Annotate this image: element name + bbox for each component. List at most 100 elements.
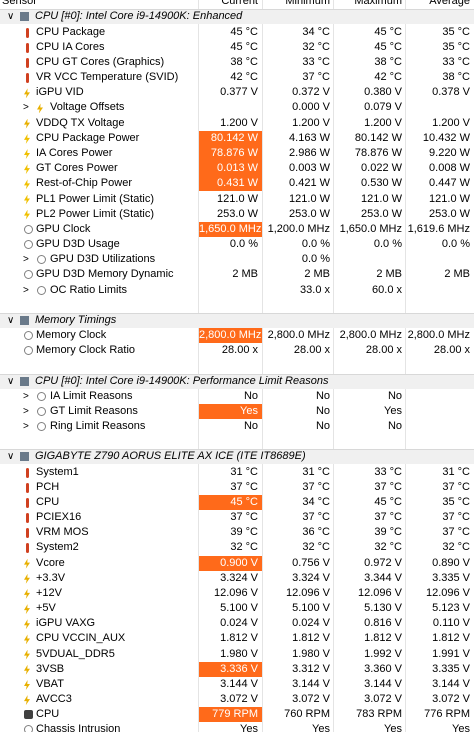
sensor-icon: [24, 558, 30, 569]
header-cell[interactable]: Minimum: [285, 0, 330, 8]
expand-toggle[interactable]: >: [23, 405, 29, 417]
sensor-label[interactable]: PCH: [36, 480, 60, 493]
sensor-label[interactable]: PL2 Power Limit (Static): [36, 207, 154, 220]
sensor-label[interactable]: PL1 Power Limit (Static): [36, 192, 154, 205]
sensor-value: 37 °C: [442, 526, 470, 539]
sensor-value: 31 °C: [442, 465, 470, 478]
sensor-value: 0.110 V: [432, 617, 470, 630]
sensor-value: 45 °C: [374, 495, 402, 508]
header-cell[interactable]: Current: [221, 0, 258, 8]
sensor-label[interactable]: GPU Clock: [36, 222, 91, 235]
sensor-label[interactable]: iGPU VID: [36, 86, 84, 99]
sensor-label[interactable]: System1: [36, 465, 79, 478]
sensor-label[interactable]: GT Limit Reasons: [50, 404, 138, 417]
sensor-label[interactable]: System2: [36, 541, 79, 554]
sensor-label[interactable]: CPU Package: [36, 25, 106, 38]
sensor-value: 0.377 V: [220, 86, 258, 99]
sensor-label[interactable]: PCIEX16: [36, 511, 82, 524]
sensor-label[interactable]: GPU D3D Usage: [36, 238, 120, 251]
column-separator: [198, 0, 199, 732]
sensor-label[interactable]: CPU Package Power: [36, 131, 140, 144]
sensor-icon: [24, 331, 33, 341]
sensor-value: 1,200.0 MHz: [267, 222, 330, 235]
sensor-icon: [26, 497, 29, 508]
sensor-value: 2,800.0 MHz: [267, 329, 330, 342]
sensor-label[interactable]: VRM MOS: [36, 526, 89, 539]
sensor-value: 3.144 V: [292, 677, 330, 690]
sensor-label[interactable]: Chassis Intrusion: [36, 723, 121, 732]
header-cell[interactable]: Average: [429, 0, 470, 8]
sensor-icon: [37, 103, 43, 114]
sensor-label[interactable]: +5V: [36, 602, 56, 615]
sensor-value: 0.022 W: [361, 162, 402, 175]
expand-toggle[interactable]: >: [23, 390, 29, 402]
sensor-value: 1.200 V: [364, 116, 402, 129]
sensor-label[interactable]: Rest-of-Chip Power: [36, 177, 132, 190]
sensor-label[interactable]: GPU D3D Utilizations: [50, 253, 156, 266]
sensor-label[interactable]: Ring Limit Reasons: [50, 420, 146, 433]
sensor-label[interactable]: +3.3V: [36, 571, 66, 584]
sensor-label[interactable]: Memory Clock Ratio: [36, 344, 136, 357]
sensor-icon: [24, 133, 30, 144]
header-cell[interactable]: Sensor: [2, 0, 192, 10]
expand-toggle[interactable]: >: [23, 421, 29, 433]
collapse-toggle[interactable]: ∨: [7, 11, 15, 23]
sensor-label[interactable]: VR VCC Temperature (SVID): [36, 71, 179, 84]
sensor-label[interactable]: IA Cores Power: [36, 147, 113, 159]
sensor-label[interactable]: VDDQ TX Voltage: [36, 116, 125, 129]
header-cell[interactable]: Maximum: [354, 0, 402, 8]
sensor-value: 78.876 W: [354, 147, 402, 159]
sensor-label[interactable]: GT Cores Power: [36, 162, 118, 175]
sensor-value: 32 °C: [374, 541, 402, 554]
sensor-value: 38 °C: [230, 55, 258, 68]
sensor-label[interactable]: Memory Clock: [36, 329, 107, 342]
sensor-label[interactable]: Vcore: [36, 556, 65, 569]
sensor-value: 121.0 W: [429, 192, 470, 205]
sensor-value: 38 °C: [442, 71, 470, 84]
collapse-toggle[interactable]: ∨: [7, 375, 15, 387]
sensor-value: 779 RPM: [199, 707, 262, 723]
sensor-label[interactable]: CPU: [36, 495, 60, 508]
column-separator: [405, 0, 406, 732]
sensor-value: 0.003 W: [289, 162, 330, 175]
sensor-label[interactable]: 3VSB: [36, 662, 65, 675]
sensor-icon: [24, 710, 33, 720]
sensor-icon: [24, 695, 30, 706]
sensor-label[interactable]: AVCC3: [36, 693, 72, 706]
expand-toggle[interactable]: >: [23, 284, 29, 296]
group-header: [0, 312, 474, 328]
expand-toggle[interactable]: >: [23, 102, 29, 114]
sensor-label[interactable]: OC Ratio Limits: [50, 283, 128, 296]
sensor-label[interactable]: CPU: [36, 708, 60, 721]
collapse-toggle[interactable]: ∨: [7, 314, 15, 326]
sensor-value: Yes: [312, 723, 330, 732]
collapse-toggle[interactable]: ∨: [7, 451, 15, 463]
sensor-label[interactable]: 5VDUAL_DDR5: [36, 647, 115, 660]
sensor-value: 0.024 V: [220, 617, 258, 630]
expand-toggle[interactable]: >: [23, 254, 29, 266]
sensor-value: 1.980 V: [292, 647, 330, 660]
sensor-label[interactable]: CPU GT Cores (Graphics): [36, 55, 165, 68]
sensor-icon: [24, 118, 30, 129]
sensor-label[interactable]: +12V: [36, 586, 62, 599]
sensor-value: 4.163 W: [289, 131, 330, 144]
sensor-label[interactable]: VBAT: [36, 677, 64, 690]
chip-icon: [20, 376, 29, 386]
sensor-label[interactable]: CPU VCCIN_AUX: [36, 632, 126, 645]
sensor-value: 80.142 W: [199, 130, 262, 146]
sensor-value: 0.0 %: [301, 253, 330, 266]
sensor-label[interactable]: IA Limit Reasons: [50, 389, 133, 402]
sensor-label[interactable]: iGPU VAXG: [36, 617, 96, 630]
sensor-icon: [26, 467, 29, 478]
sensor-value: 0.890 V: [432, 556, 470, 569]
sensor-label[interactable]: GPU D3D Memory Dynamic: [36, 268, 174, 281]
sensor-value: 0.0 %: [373, 238, 402, 251]
sensor-label[interactable]: CPU IA Cores: [36, 40, 105, 53]
sensor-value: 0.972 V: [364, 556, 402, 569]
sensor-icon: [37, 285, 46, 295]
sensor-value: 37 °C: [442, 511, 470, 524]
sensor-value: 2,800.0 MHz: [199, 328, 262, 344]
sensor-value: 45 °C: [374, 40, 402, 53]
sensor-label[interactable]: Voltage Offsets: [50, 101, 125, 114]
sensor-value: 1.812 V: [432, 632, 470, 645]
